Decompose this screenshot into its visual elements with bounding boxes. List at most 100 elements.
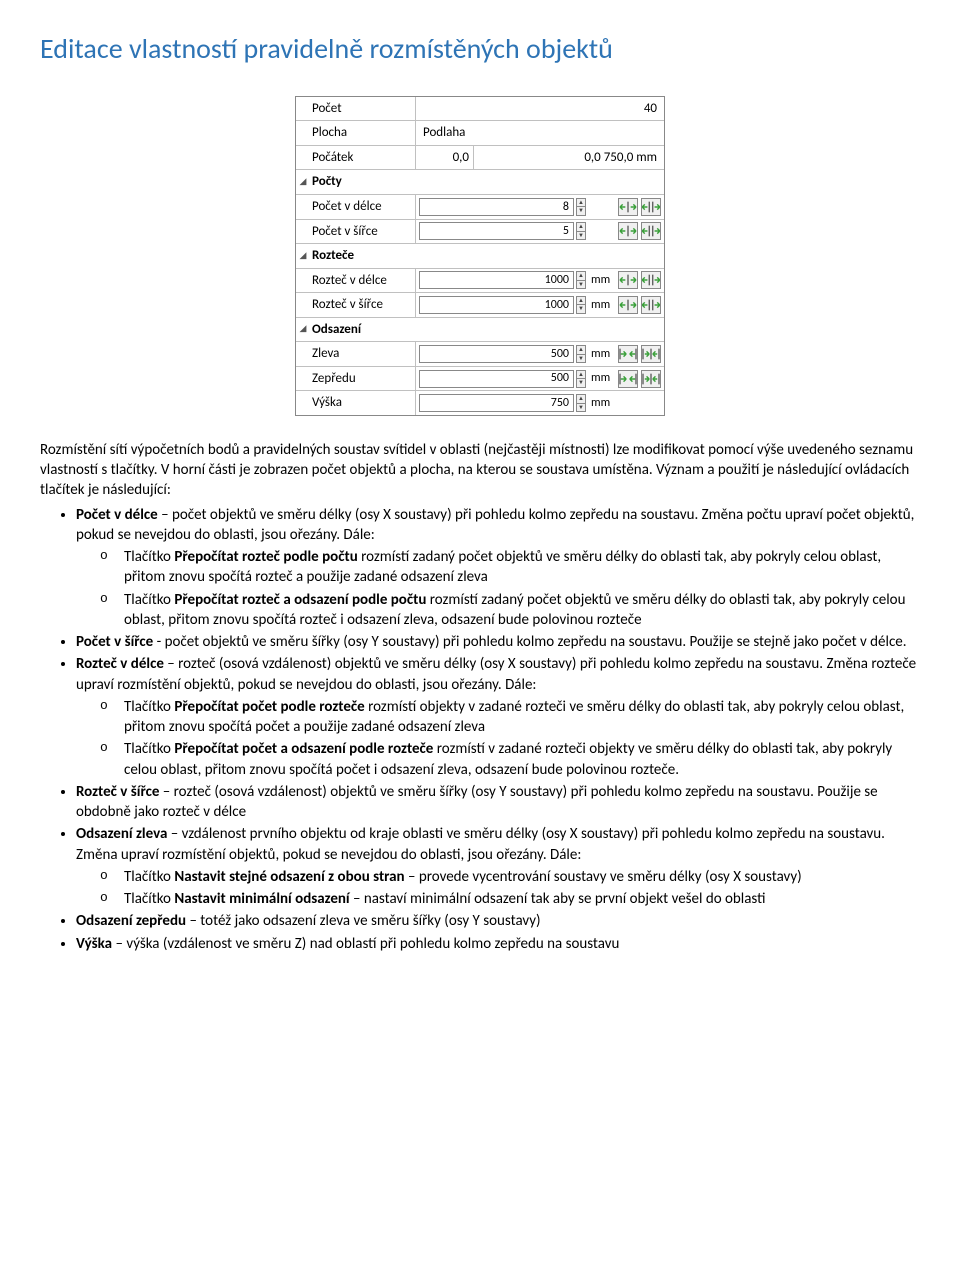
arrows-in-bar-icon xyxy=(642,371,660,387)
recalc-spacing-by-count-button[interactable] xyxy=(618,198,638,216)
recalc-spacing-offset-by-count-width-button[interactable] xyxy=(641,222,661,240)
spinner-vyska[interactable]: ▲▼ xyxy=(576,394,586,412)
section-label-roztece: Rozteče xyxy=(310,244,664,268)
spin-down-icon[interactable]: ▼ xyxy=(576,281,586,290)
input-pocet-v-delce[interactable]: 8 xyxy=(419,198,574,216)
value-pocatek-2: 0,0 750,0 mm xyxy=(477,149,661,167)
expand-icon[interactable]: ◢ xyxy=(296,318,310,342)
sub-list-item: Tlačítko Nastavit minimální odsazení – n… xyxy=(100,889,920,909)
spinner-zepredu[interactable]: ▲▼ xyxy=(576,370,586,388)
arrows-out-bar-icon xyxy=(642,223,660,239)
label-pocet: Počet xyxy=(310,97,416,121)
row-pocatek: Počátek 0,0 0,0 750,0 mm xyxy=(296,146,664,171)
lead-bold: Rozteč v šířce xyxy=(76,783,159,801)
row-roztec-v-delce: Rozteč v délce 1000 ▲▼ mm xyxy=(296,269,664,294)
list-item: Rozteč v šířce – rozteč (osová vzdálenos… xyxy=(76,782,920,823)
list-item: Odsazení zepředu – totéž jako odsazení z… xyxy=(76,911,920,931)
expand-icon[interactable]: ◢ xyxy=(296,244,310,268)
label-zepredu: Zepředu xyxy=(310,367,416,391)
label-plocha: Plocha xyxy=(310,121,416,145)
value-pocatek-1: 0,0 xyxy=(416,146,474,170)
label-pocet-v-sirce: Počet v šířce xyxy=(310,220,416,244)
recalc-count-by-spacing-button[interactable] xyxy=(618,271,638,289)
spin-down-icon[interactable]: ▼ xyxy=(576,232,586,241)
recalc-count-by-spacing-width-button[interactable] xyxy=(618,296,638,314)
arrows-in-icon xyxy=(619,346,637,362)
input-roztec-v-sirce[interactable]: 1000 xyxy=(419,296,574,314)
arrows-in-icon xyxy=(619,371,637,387)
list-item: Rozteč v délce – rozteč (osová vzdálenos… xyxy=(76,654,920,780)
sub-list: Tlačítko Přepočítat rozteč podle počtu r… xyxy=(76,547,920,630)
list-item: Výška – výška (vzdálenost ve směru Z) na… xyxy=(76,934,920,954)
spin-down-icon[interactable]: ▼ xyxy=(576,355,586,364)
spinner-pocet-v-delce[interactable]: ▲▼ xyxy=(576,198,586,216)
spin-down-icon[interactable]: ▼ xyxy=(576,379,586,388)
center-offset-front-button[interactable] xyxy=(618,370,638,388)
section-label-pocty: Počty xyxy=(310,170,664,194)
lead-rest: – rozteč (osová vzdálenost) objektů ve s… xyxy=(76,655,916,693)
section-odsazeni[interactable]: ◢ Odsazení xyxy=(296,318,664,343)
recalc-count-offset-by-spacing-button[interactable] xyxy=(641,271,661,289)
spin-down-icon[interactable]: ▼ xyxy=(576,207,586,216)
arrows-out-bar-icon xyxy=(642,297,660,313)
row-zepredu: Zepředu 500 ▲▼ mm xyxy=(296,367,664,392)
lead-rest: – výška (vzdálenost ve směru Z) nad obla… xyxy=(112,935,619,953)
unit-mm: mm xyxy=(589,272,615,288)
intro-paragraph: Rozmístění sítí výpočetních bodů a pravi… xyxy=(40,440,920,501)
section-pocty[interactable]: ◢ Počty xyxy=(296,170,664,195)
input-zepredu[interactable]: 500 xyxy=(419,370,574,388)
label-vyska: Výška xyxy=(310,391,416,415)
expand-icon[interactable]: ◢ xyxy=(296,170,310,194)
recalc-spacing-offset-by-count-button[interactable] xyxy=(641,198,661,216)
input-roztec-v-delce[interactable]: 1000 xyxy=(419,271,574,289)
arrows-out-icon xyxy=(619,223,637,239)
label-zleva: Zleva xyxy=(310,342,416,366)
arrows-out-icon xyxy=(619,297,637,313)
lead-rest: – rozteč (osová vzdálenost) objektů ve s… xyxy=(76,783,878,821)
center-offset-button[interactable] xyxy=(618,345,638,363)
spin-down-icon[interactable]: ▼ xyxy=(576,305,586,314)
min-offset-front-button[interactable] xyxy=(641,370,661,388)
row-pocet-v-sirce: Počet v šířce 5 ▲▼ xyxy=(296,220,664,245)
spinner-zleva[interactable]: ▲▼ xyxy=(576,345,586,363)
row-roztec-v-sirce: Rozteč v šířce 1000 ▲▼ mm xyxy=(296,293,664,318)
input-pocet-v-sirce[interactable]: 5 xyxy=(419,222,574,240)
lead-rest: – totéž jako odsazení zleva ve směru šíř… xyxy=(186,912,541,930)
arrows-out-bar-icon xyxy=(642,199,660,215)
label-roztec-v-delce: Rozteč v délce xyxy=(310,269,416,293)
label-pocet-v-delce: Počet v délce xyxy=(310,195,416,219)
unit-mm: mm xyxy=(589,370,615,386)
label-roztec-v-sirce: Rozteč v šířce xyxy=(310,293,416,317)
arrows-in-bar-icon xyxy=(642,346,660,362)
bullet-list: Počet v délce – počet objektů ve směru d… xyxy=(40,505,920,954)
recalc-count-offset-by-spacing-width-button[interactable] xyxy=(641,296,661,314)
value-pocet: 40 xyxy=(419,100,661,118)
row-plocha: Plocha Podlaha xyxy=(296,121,664,146)
spinner-roztec-v-sirce[interactable]: ▲▼ xyxy=(576,296,586,314)
sub-list-item: Tlačítko Přepočítat rozteč podle počtu r… xyxy=(100,547,920,588)
recalc-spacing-by-count-width-button[interactable] xyxy=(618,222,638,240)
lead-bold: Výška xyxy=(76,935,112,953)
sub-list: Tlačítko Nastavit stejné odsazení z obou… xyxy=(76,867,920,910)
lead-bold: Odsazení zleva xyxy=(76,825,167,843)
input-vyska[interactable]: 750 xyxy=(419,394,574,412)
spinner-pocet-v-sirce[interactable]: ▲▼ xyxy=(576,222,586,240)
list-item: Počet v délce – počet objektů ve směru d… xyxy=(76,505,920,631)
input-zleva[interactable]: 500 xyxy=(419,345,574,363)
row-pocet: Počet 40 xyxy=(296,97,664,122)
row-zleva: Zleva 500 ▲▼ mm xyxy=(296,342,664,367)
arrows-out-icon xyxy=(619,199,637,215)
section-roztece[interactable]: ◢ Rozteče xyxy=(296,244,664,269)
spinner-roztec-v-delce[interactable]: ▲▼ xyxy=(576,271,586,289)
property-grid: Počet 40 Plocha Podlaha Počátek 0,0 0,0 … xyxy=(295,96,665,416)
min-offset-button[interactable] xyxy=(641,345,661,363)
lead-bold: Počet v délce xyxy=(76,506,158,524)
spin-down-icon[interactable]: ▼ xyxy=(576,404,586,413)
section-label-odsazeni: Odsazení xyxy=(310,318,664,342)
unit-mm: mm xyxy=(589,297,615,313)
lead-rest: – počet objektů ve směru délky (osy X so… xyxy=(76,506,914,544)
sub-list: Tlačítko Přepočítat počet podle rozteče … xyxy=(76,697,920,780)
page-title: Editace vlastností pravidelně rozmístěný… xyxy=(40,30,920,68)
lead-rest: - počet objektů ve směru šířky (osy Y so… xyxy=(153,633,906,651)
lead-bold: Počet v šířce xyxy=(76,633,153,651)
